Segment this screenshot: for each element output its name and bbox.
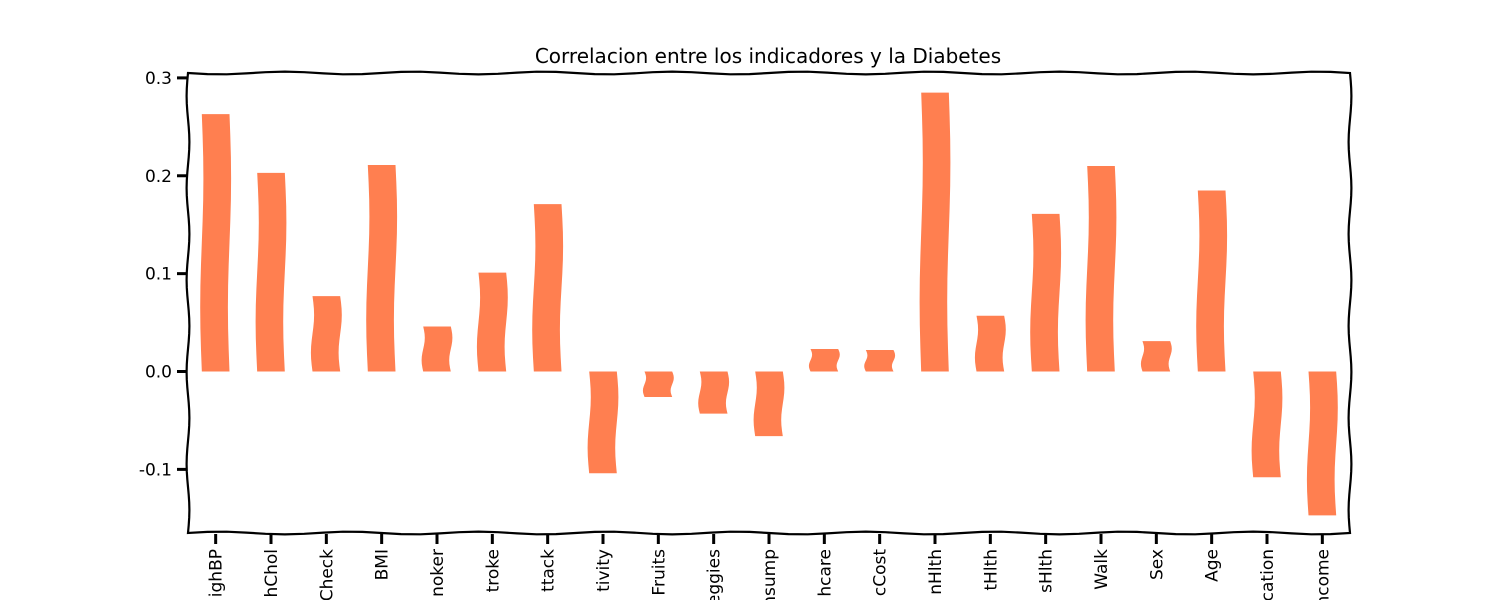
bar-4 <box>421 326 453 372</box>
x-tick-label: nsump <box>760 549 780 600</box>
y-tick-label: 0.2 <box>145 167 172 187</box>
bar-18 <box>1196 190 1228 372</box>
x-tick-label: hChol <box>262 549 282 598</box>
x-tick-label: cation <box>1258 549 1278 600</box>
bar-12 <box>864 349 896 372</box>
bar-5 <box>476 272 508 372</box>
bar-11 <box>808 349 840 372</box>
bar-1 <box>255 172 287 372</box>
bar-6 <box>532 204 564 372</box>
x-tick-label: sHlth <box>1037 549 1057 593</box>
x-tick-label: Walk <box>1092 549 1112 590</box>
bar-15 <box>1030 213 1062 372</box>
x-tick-label: Sex <box>1147 549 1167 580</box>
x-tick-label: cCost <box>871 549 891 596</box>
bar-0 <box>200 114 232 372</box>
x-tick-label: ttack <box>539 549 559 592</box>
x-tick-label: noker <box>428 549 448 597</box>
bar-19 <box>1251 371 1283 478</box>
x-tick-label: eggies <box>705 549 725 600</box>
bar-9 <box>698 371 730 414</box>
y-axis: -0.1 0.0 0.1 0.2 0.3 <box>139 69 187 480</box>
bar-20 <box>1306 371 1338 516</box>
x-tick-label: hcare <box>815 549 835 597</box>
bar-7 <box>587 371 619 474</box>
x-tick-label: Fruits <box>649 549 669 596</box>
bar-14 <box>974 315 1006 372</box>
bar-3 <box>366 165 398 372</box>
x-axis: ighBP hChol Check BMI noker troke ttack tivity F… <box>207 534 1333 600</box>
bars-group <box>200 92 1338 516</box>
y-tick-label: -0.1 <box>139 460 172 480</box>
y-tick-label: 0.0 <box>145 363 172 383</box>
x-tick-label: tHlth <box>981 549 1001 591</box>
x-tick-label: troke <box>483 549 503 592</box>
bar-16 <box>1085 165 1117 372</box>
x-tick-label: BMI <box>373 549 393 580</box>
bar-10 <box>753 371 785 437</box>
chart-title: Correlacion entre los indicadores y la D… <box>535 44 1001 68</box>
x-tick-label: ncome <box>1313 549 1333 600</box>
bar-13 <box>919 92 951 372</box>
x-tick-label: ighBP <box>207 549 227 597</box>
plot-frame <box>185 70 1353 536</box>
x-tick-label: Age <box>1203 549 1223 582</box>
x-tick-label: Check <box>317 549 337 600</box>
bar-8 <box>642 371 674 397</box>
bar-17 <box>1140 341 1172 372</box>
y-tick-label: 0.1 <box>145 265 172 285</box>
x-tick-label: nHlth <box>926 549 946 595</box>
x-tick-label: tivity <box>594 549 614 592</box>
bar-2 <box>310 296 342 372</box>
y-tick-label: 0.3 <box>145 69 172 89</box>
